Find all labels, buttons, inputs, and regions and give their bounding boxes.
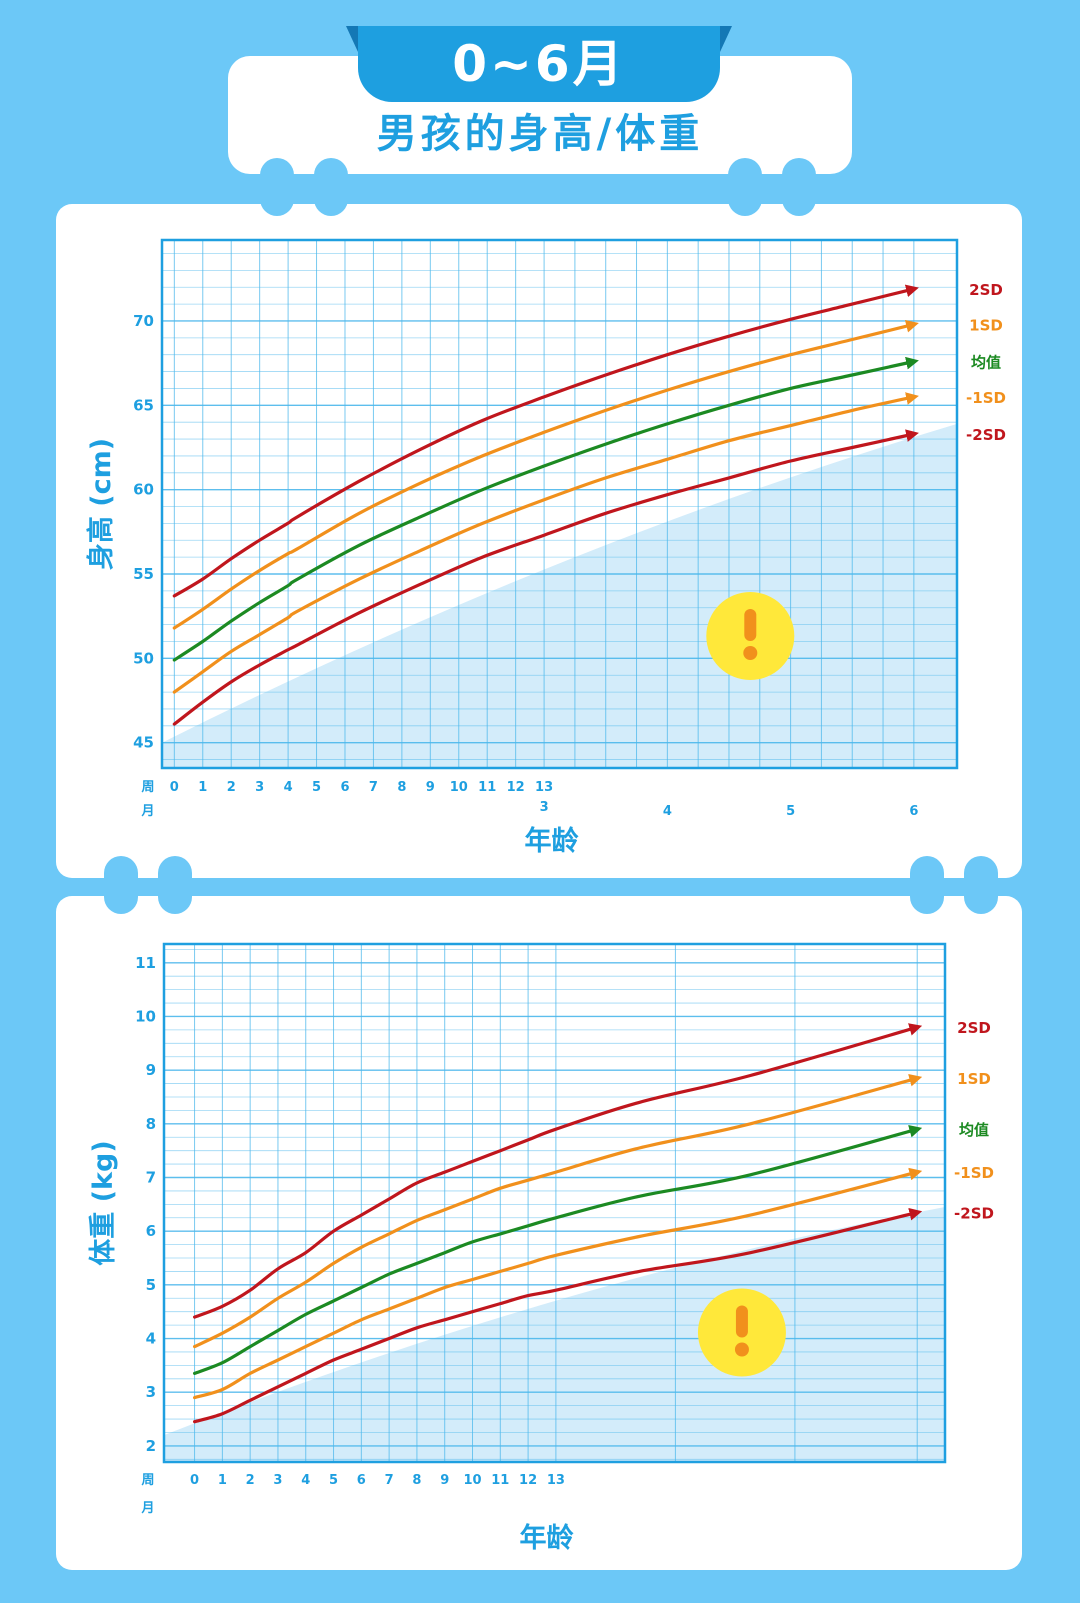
x-tick-week: 6 bbox=[357, 1473, 366, 1488]
x-tick-week: 8 bbox=[412, 1473, 421, 1488]
y-tick-label: 65 bbox=[133, 396, 154, 414]
binder-ring bbox=[158, 856, 192, 914]
series-line bbox=[193, 1023, 923, 1319]
x-tick-week: 1 bbox=[198, 780, 207, 795]
binder-ring bbox=[104, 856, 138, 914]
series-label: -2SD bbox=[966, 426, 1006, 444]
page-title: 男孩的身高/体重 bbox=[376, 111, 704, 157]
x-tick-week: 13 bbox=[547, 1473, 565, 1488]
series-label: 1SD bbox=[969, 316, 1003, 334]
binder-ring bbox=[728, 158, 762, 216]
x-tick-week: 3 bbox=[273, 1473, 282, 1488]
y-tick-label: 45 bbox=[133, 734, 154, 752]
x-tick-week: 2 bbox=[227, 780, 236, 795]
series-line bbox=[172, 392, 919, 694]
x-tick-week: 8 bbox=[397, 780, 406, 795]
y-tick-label: 70 bbox=[133, 312, 154, 330]
binder-ring bbox=[314, 158, 348, 216]
x-tick-week: 10 bbox=[463, 1473, 481, 1488]
x-tick-week: 12 bbox=[507, 780, 525, 795]
x-tick-week: 3 bbox=[255, 780, 264, 795]
x-row-label-week: 周 bbox=[141, 780, 154, 795]
x-tick-week: 1 bbox=[218, 1473, 227, 1488]
x-row-label-month: 月 bbox=[140, 1501, 154, 1516]
y-tick-label: 2 bbox=[146, 1437, 156, 1455]
y-tick-label: 10 bbox=[135, 1007, 156, 1025]
x-tick-week: 6 bbox=[340, 780, 349, 795]
x-tick-week: 10 bbox=[450, 780, 468, 795]
series-label: 2SD bbox=[957, 1019, 991, 1037]
binder-ring bbox=[782, 158, 816, 216]
series-label: 均值 bbox=[971, 353, 1001, 371]
binder-ring bbox=[964, 856, 998, 914]
x-axis-title: 年龄 bbox=[520, 1522, 575, 1554]
x-tick-week: 0 bbox=[170, 780, 179, 795]
y-axis-title: 身高 (cm) bbox=[85, 438, 117, 570]
plot-frame bbox=[162, 942, 947, 1464]
alert-mark-bar bbox=[744, 609, 757, 641]
binder-ring bbox=[260, 158, 294, 216]
series-line bbox=[193, 1167, 923, 1400]
alert-mark-dot bbox=[743, 646, 758, 660]
x-tick-week: 13 bbox=[535, 780, 553, 795]
y-tick-label: 9 bbox=[146, 1061, 156, 1079]
x-tick-week: 12 bbox=[519, 1473, 537, 1488]
y-tick-label: 4 bbox=[146, 1330, 156, 1348]
alert-mark-dot bbox=[734, 1342, 749, 1357]
x-tick-week: 5 bbox=[312, 780, 321, 795]
y-axis-title: 体重 (kg) bbox=[88, 1140, 119, 1265]
x-tick-month: 6 bbox=[909, 804, 918, 819]
x-tick-week: 9 bbox=[426, 780, 435, 795]
y-tick-label: 3 bbox=[146, 1383, 156, 1401]
alert-mark-bar bbox=[735, 1305, 748, 1338]
y-tick-label: 7 bbox=[146, 1169, 156, 1187]
y-tick-label: 6 bbox=[146, 1222, 156, 1240]
x-tick-month: 3 bbox=[540, 800, 549, 815]
x-tick-week: 9 bbox=[440, 1473, 449, 1488]
x-tick-month: 5 bbox=[786, 804, 795, 819]
series-line bbox=[172, 356, 919, 662]
x-tick-week: 11 bbox=[478, 780, 496, 795]
x-tick-week: 7 bbox=[385, 1473, 394, 1488]
series-line bbox=[172, 429, 919, 726]
y-tick-label: 5 bbox=[146, 1276, 156, 1294]
x-row-label-week: 周 bbox=[141, 1473, 154, 1488]
x-tick-week: 5 bbox=[329, 1473, 338, 1488]
binder-ring bbox=[910, 856, 944, 914]
series-label: -1SD bbox=[966, 389, 1006, 407]
series-line bbox=[172, 284, 919, 598]
badge-fold-right bbox=[720, 26, 732, 52]
x-tick-week: 4 bbox=[301, 1473, 310, 1488]
series-label: 均值 bbox=[959, 1121, 989, 1139]
series-label: -2SD bbox=[954, 1204, 994, 1222]
period-badge: 0~6月 bbox=[358, 26, 720, 102]
y-tick-label: 11 bbox=[135, 954, 156, 972]
series-line bbox=[172, 319, 919, 630]
y-tick-label: 8 bbox=[146, 1115, 156, 1133]
series-line bbox=[193, 1207, 923, 1424]
x-tick-week: 11 bbox=[491, 1473, 509, 1488]
series-line bbox=[193, 1074, 923, 1349]
y-tick-label: 60 bbox=[133, 481, 154, 499]
x-axis-title: 年龄 bbox=[525, 825, 580, 857]
badge-fold-left bbox=[346, 26, 358, 52]
x-tick-week: 0 bbox=[190, 1473, 199, 1488]
series-line bbox=[193, 1125, 923, 1375]
x-row-label-month: 月 bbox=[140, 804, 154, 819]
series-label: 1SD bbox=[957, 1070, 991, 1088]
x-tick-month: 4 bbox=[663, 804, 672, 819]
low-zone-shade bbox=[164, 1207, 945, 1462]
series-label: 2SD bbox=[969, 281, 1003, 299]
low-zone-shade bbox=[162, 423, 957, 768]
x-tick-week: 7 bbox=[369, 780, 378, 795]
y-tick-label: 55 bbox=[133, 565, 154, 583]
x-tick-week: 4 bbox=[284, 780, 293, 795]
y-tick-label: 50 bbox=[133, 649, 154, 667]
x-tick-week: 2 bbox=[246, 1473, 255, 1488]
series-label: -1SD bbox=[954, 1164, 994, 1182]
plot-frame bbox=[160, 238, 959, 770]
